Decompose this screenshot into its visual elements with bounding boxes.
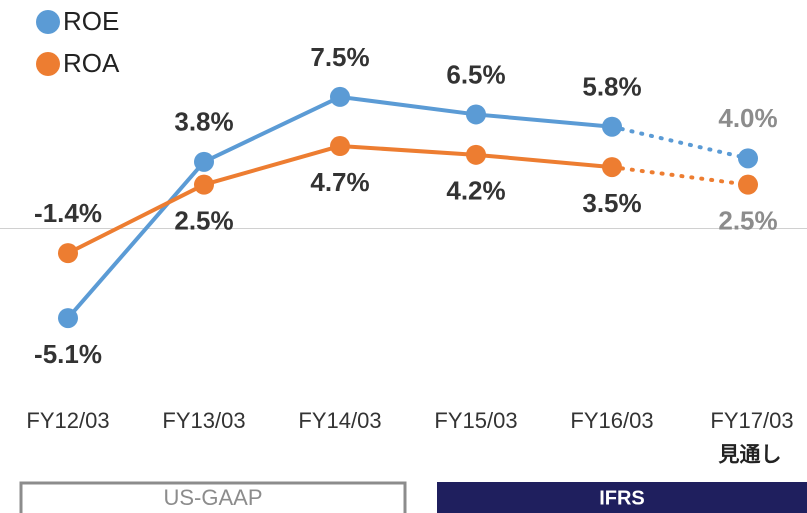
data-label: 4.7% xyxy=(310,167,369,197)
point xyxy=(738,174,758,195)
x-tick-label: FY12/03 xyxy=(26,408,109,433)
x-tick-label: FY15/03 xyxy=(434,408,517,433)
data-label: 2.5% xyxy=(174,206,233,236)
point xyxy=(738,148,758,169)
period-label: IFRS xyxy=(599,487,645,509)
legend-label: ROA xyxy=(63,48,120,78)
x-tick-label: FY14/03 xyxy=(298,408,381,433)
point xyxy=(602,116,622,137)
point xyxy=(58,243,78,264)
legend-marker xyxy=(36,10,60,34)
period-box xyxy=(19,481,407,513)
series-line xyxy=(66,94,614,321)
data-label: 7.5% xyxy=(310,42,369,72)
point xyxy=(194,174,214,195)
legend-marker xyxy=(36,52,60,76)
data-label: 5.8% xyxy=(582,72,641,102)
x-tick-label: FY13/03 xyxy=(162,408,245,433)
forecast-line xyxy=(610,165,750,187)
point xyxy=(58,308,78,329)
data-label: 6.5% xyxy=(446,59,505,89)
point xyxy=(330,86,350,107)
category-note: 見通し xyxy=(719,444,782,467)
data-label: -5.1% xyxy=(34,339,102,369)
x-tick-label: FY17/03 xyxy=(710,408,793,433)
data-label: -1.4% xyxy=(34,198,102,228)
point xyxy=(602,157,622,178)
point xyxy=(330,136,350,157)
period-label: US-GAAP xyxy=(163,485,262,510)
point xyxy=(194,151,214,172)
data-label: 4.2% xyxy=(446,176,505,206)
data-label: 4.0% xyxy=(718,103,777,133)
forecast-line xyxy=(610,124,750,161)
data-label: 3.5% xyxy=(582,188,641,218)
series-line xyxy=(66,144,614,256)
data-label: 2.5% xyxy=(718,206,777,236)
point xyxy=(466,144,486,165)
legend-label: ROE xyxy=(63,6,119,36)
x-tick-label: FY16/03 xyxy=(570,408,653,433)
point xyxy=(466,104,486,125)
data-label: 3.8% xyxy=(174,107,233,137)
period-box xyxy=(437,482,807,513)
